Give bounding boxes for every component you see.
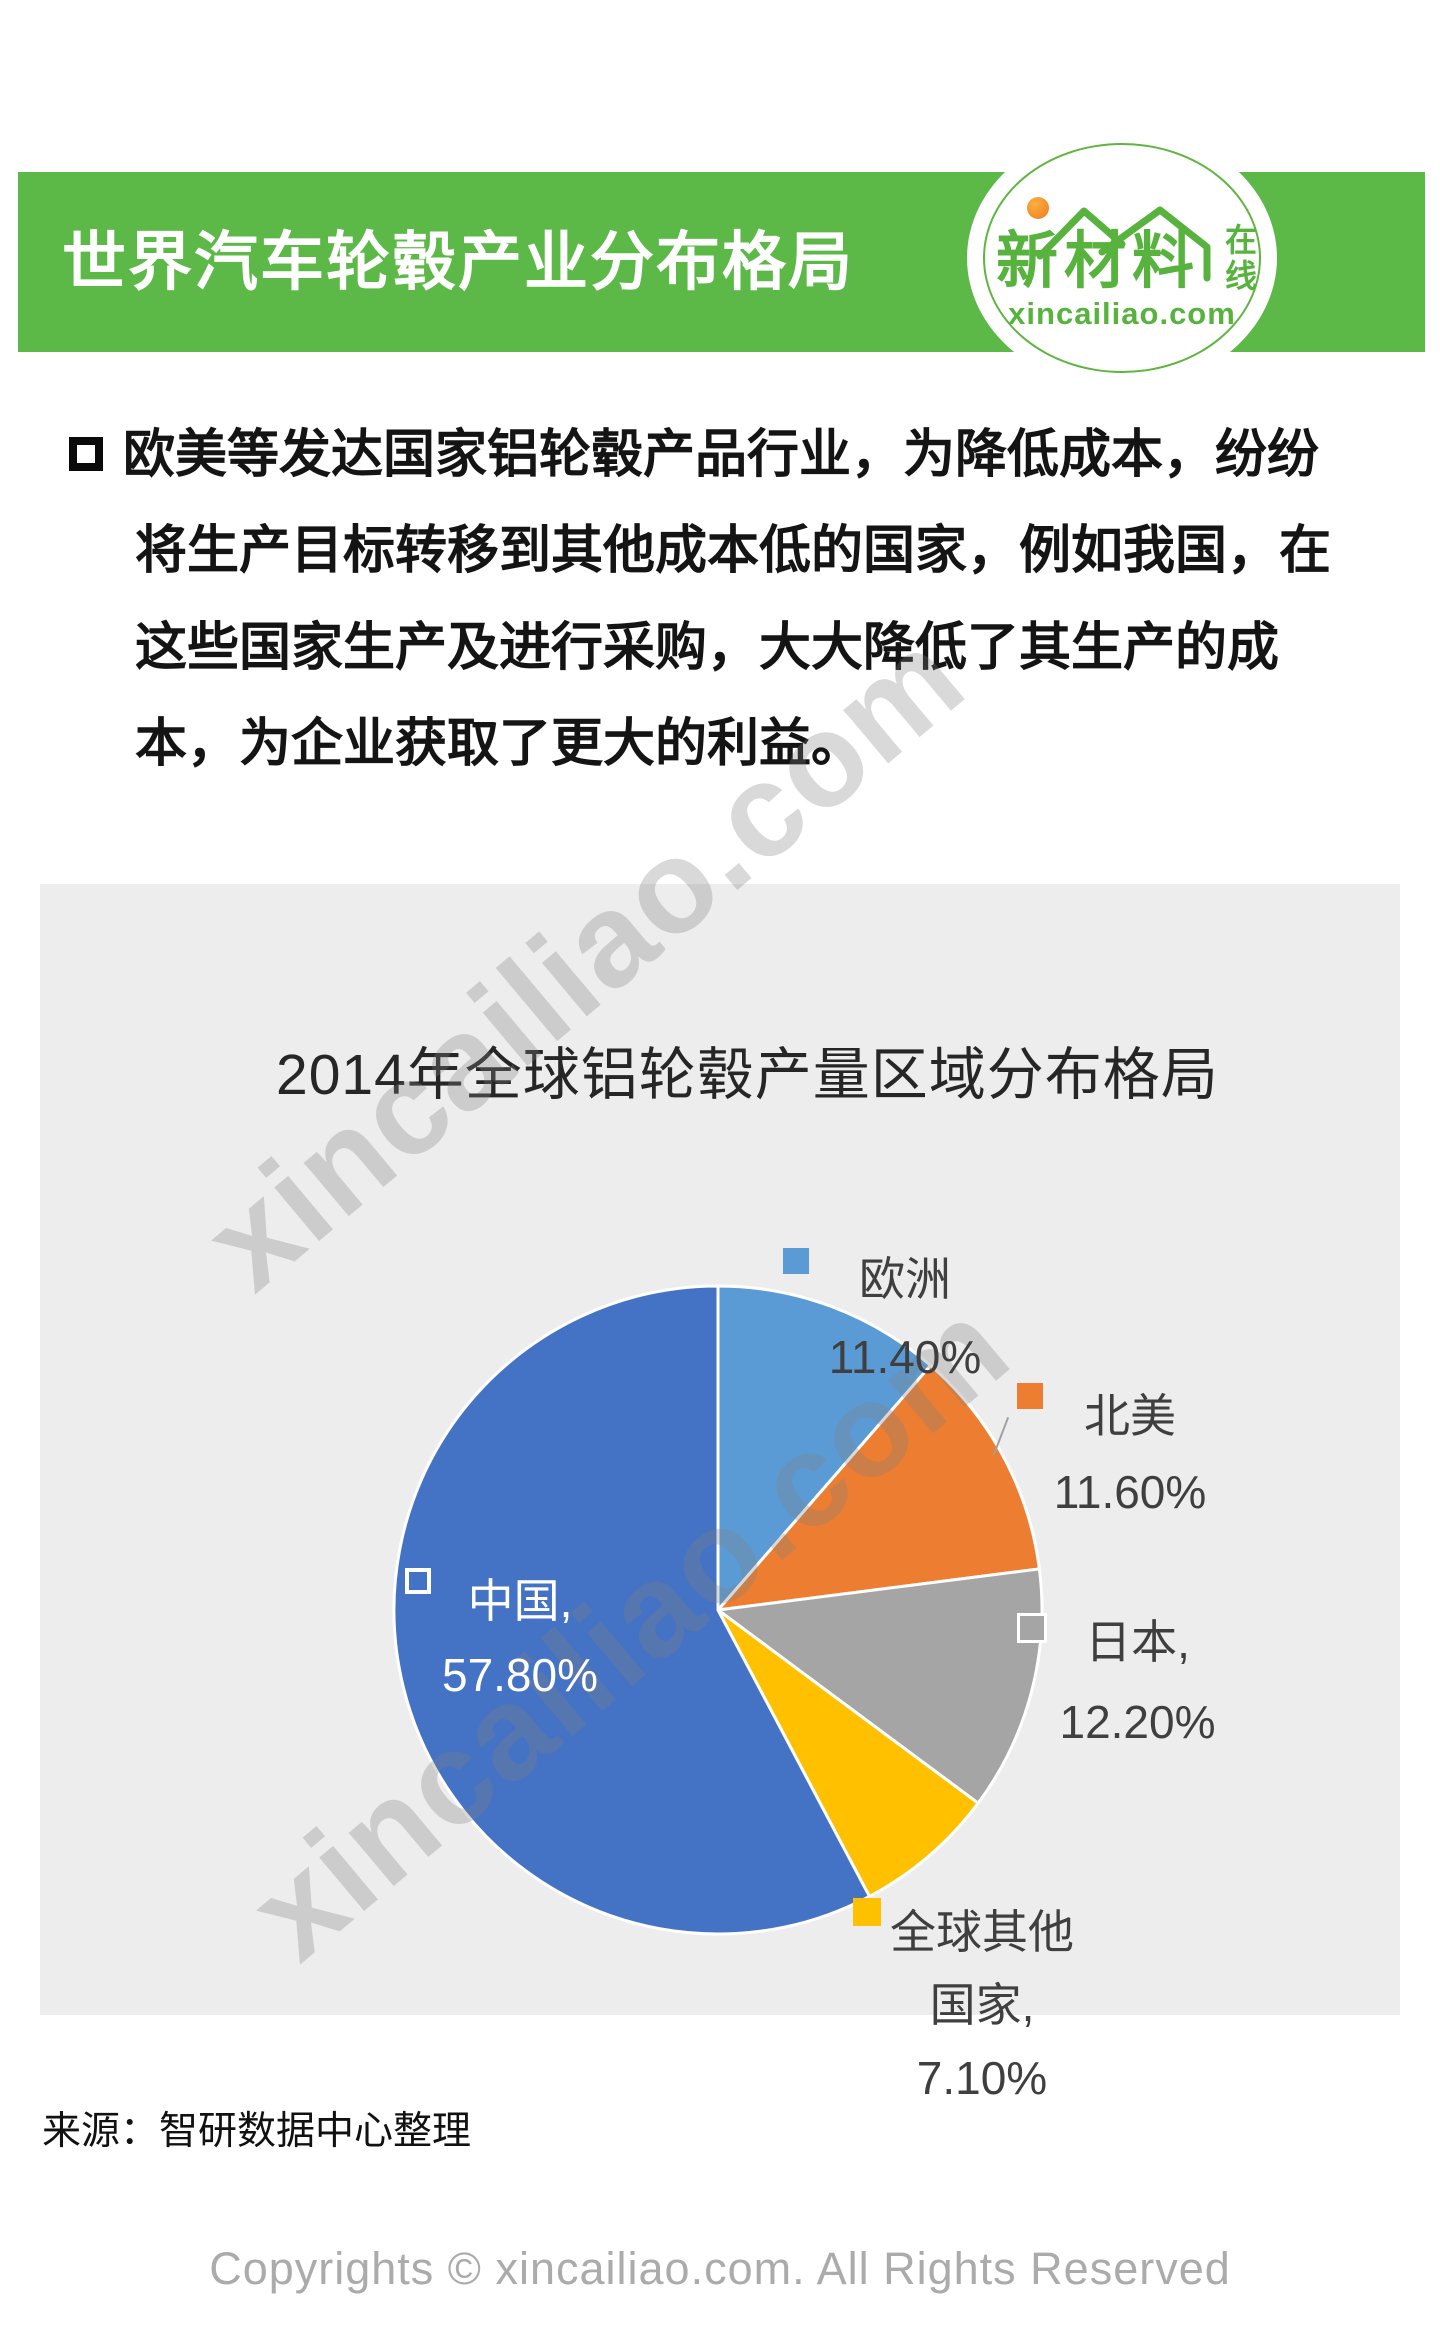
legend-swatch-china xyxy=(405,1568,431,1594)
legend-swatch-europe xyxy=(783,1248,809,1274)
logo-online-badge: 在线 xyxy=(1221,223,1257,295)
legend-swatch-japan xyxy=(1017,1613,1047,1643)
intro-line: 本，为企业获取了更大的利益。 xyxy=(135,715,864,773)
legend-swatch-north-america xyxy=(1017,1383,1043,1409)
intro-line: 这些国家生产及进行采购，大大降低了其生产的成 xyxy=(135,619,1280,677)
pie-slice-日本 xyxy=(716,1567,1044,1805)
bullet-square-icon xyxy=(69,437,103,471)
logo-circle xyxy=(983,143,1261,373)
pie-chart xyxy=(392,1284,1044,1936)
callout-japan: 日本, 12.20% xyxy=(1059,1616,1216,1748)
callout-europe: 欧洲 11.40% xyxy=(828,1253,982,1383)
footer-copyright: Copyrights © xincailiao.com. All Rights … xyxy=(209,2243,1231,2294)
pie-slice-全球其他国家 xyxy=(716,1608,980,1898)
pie-slice-中国 xyxy=(392,1284,871,1936)
legend-swatch-rest-of-world xyxy=(853,1898,881,1926)
pie-slice-欧洲 xyxy=(716,1284,933,1612)
logo-domain: xincailiao.com xyxy=(1008,296,1236,331)
xincailiao-logo: 新材料 在线 xincailiao.com xyxy=(983,143,1261,373)
callout-china: 中国, 57.80% xyxy=(441,1575,598,1701)
sun-icon xyxy=(1027,197,1049,219)
page-title: 世界汽车轮毂产业分布格局 xyxy=(62,226,854,298)
intro-line: 将生产目标转移到其他成本低的国家，例如我国，在 xyxy=(135,522,1332,580)
roofline-icon xyxy=(1036,206,1211,282)
pie-slice-北美 xyxy=(716,1363,1041,1612)
chart-title: 2014年全球铝轮毂产量区域分布格局 xyxy=(276,1043,1219,1107)
callout-north-america: 北美 11.60% xyxy=(1053,1390,1207,1518)
logo-name: 新材料 xyxy=(996,227,1201,296)
intro-line: 欧美等发达国家铝轮毂产品行业，为降低成本，纷纷 xyxy=(123,426,1320,484)
source-note: 来源：智研数据中心整理 xyxy=(42,2110,472,2153)
callout-rest-of-world: 全球其他 国家, 7.10% xyxy=(890,1906,1074,2104)
